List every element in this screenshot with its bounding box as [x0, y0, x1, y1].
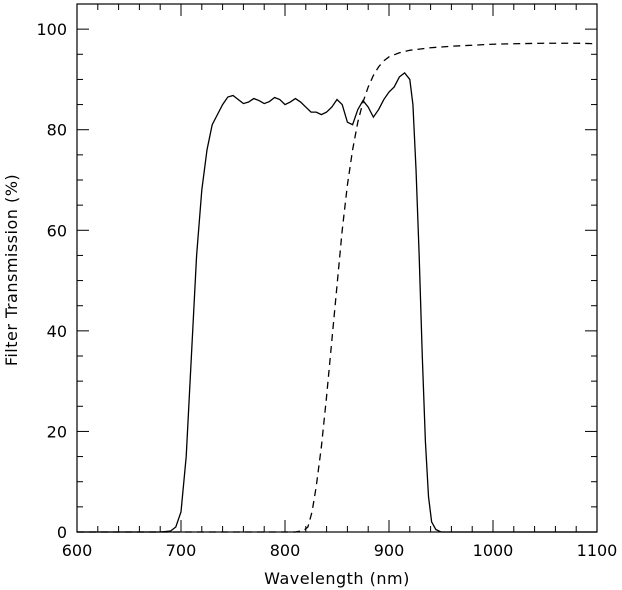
- y-tick-label: 100: [36, 20, 67, 39]
- x-tick-label: 600: [62, 541, 93, 560]
- y-tick-label: 20: [47, 422, 67, 441]
- series-layer: [77, 42, 598, 533]
- y-tick-label: 80: [47, 121, 67, 140]
- tick-labels-layer: 600 700 800 900 1000 1100 0 20 40 60 80 100: [36, 20, 617, 560]
- x-tick-label: 1000: [473, 541, 514, 560]
- x-tick-label: 700: [166, 541, 197, 560]
- x-tick-label: 900: [374, 541, 405, 560]
- dashed-transmission-curve: [77, 42, 598, 533]
- ticks-layer: [76, 3, 598, 533]
- solid-transmission-curve: [77, 71, 597, 533]
- x-tick-label: 1100: [577, 541, 618, 560]
- y-tick-label: 0: [57, 523, 67, 542]
- y-tick-label: 60: [47, 221, 67, 240]
- plot-frame: [76, 3, 598, 533]
- y-axis-label: Filter Transmission (%): [2, 174, 21, 366]
- x-axis-label: Wavelength (nm): [264, 569, 410, 588]
- y-tick-label: 40: [47, 322, 67, 341]
- x-tick-label: 800: [270, 541, 301, 560]
